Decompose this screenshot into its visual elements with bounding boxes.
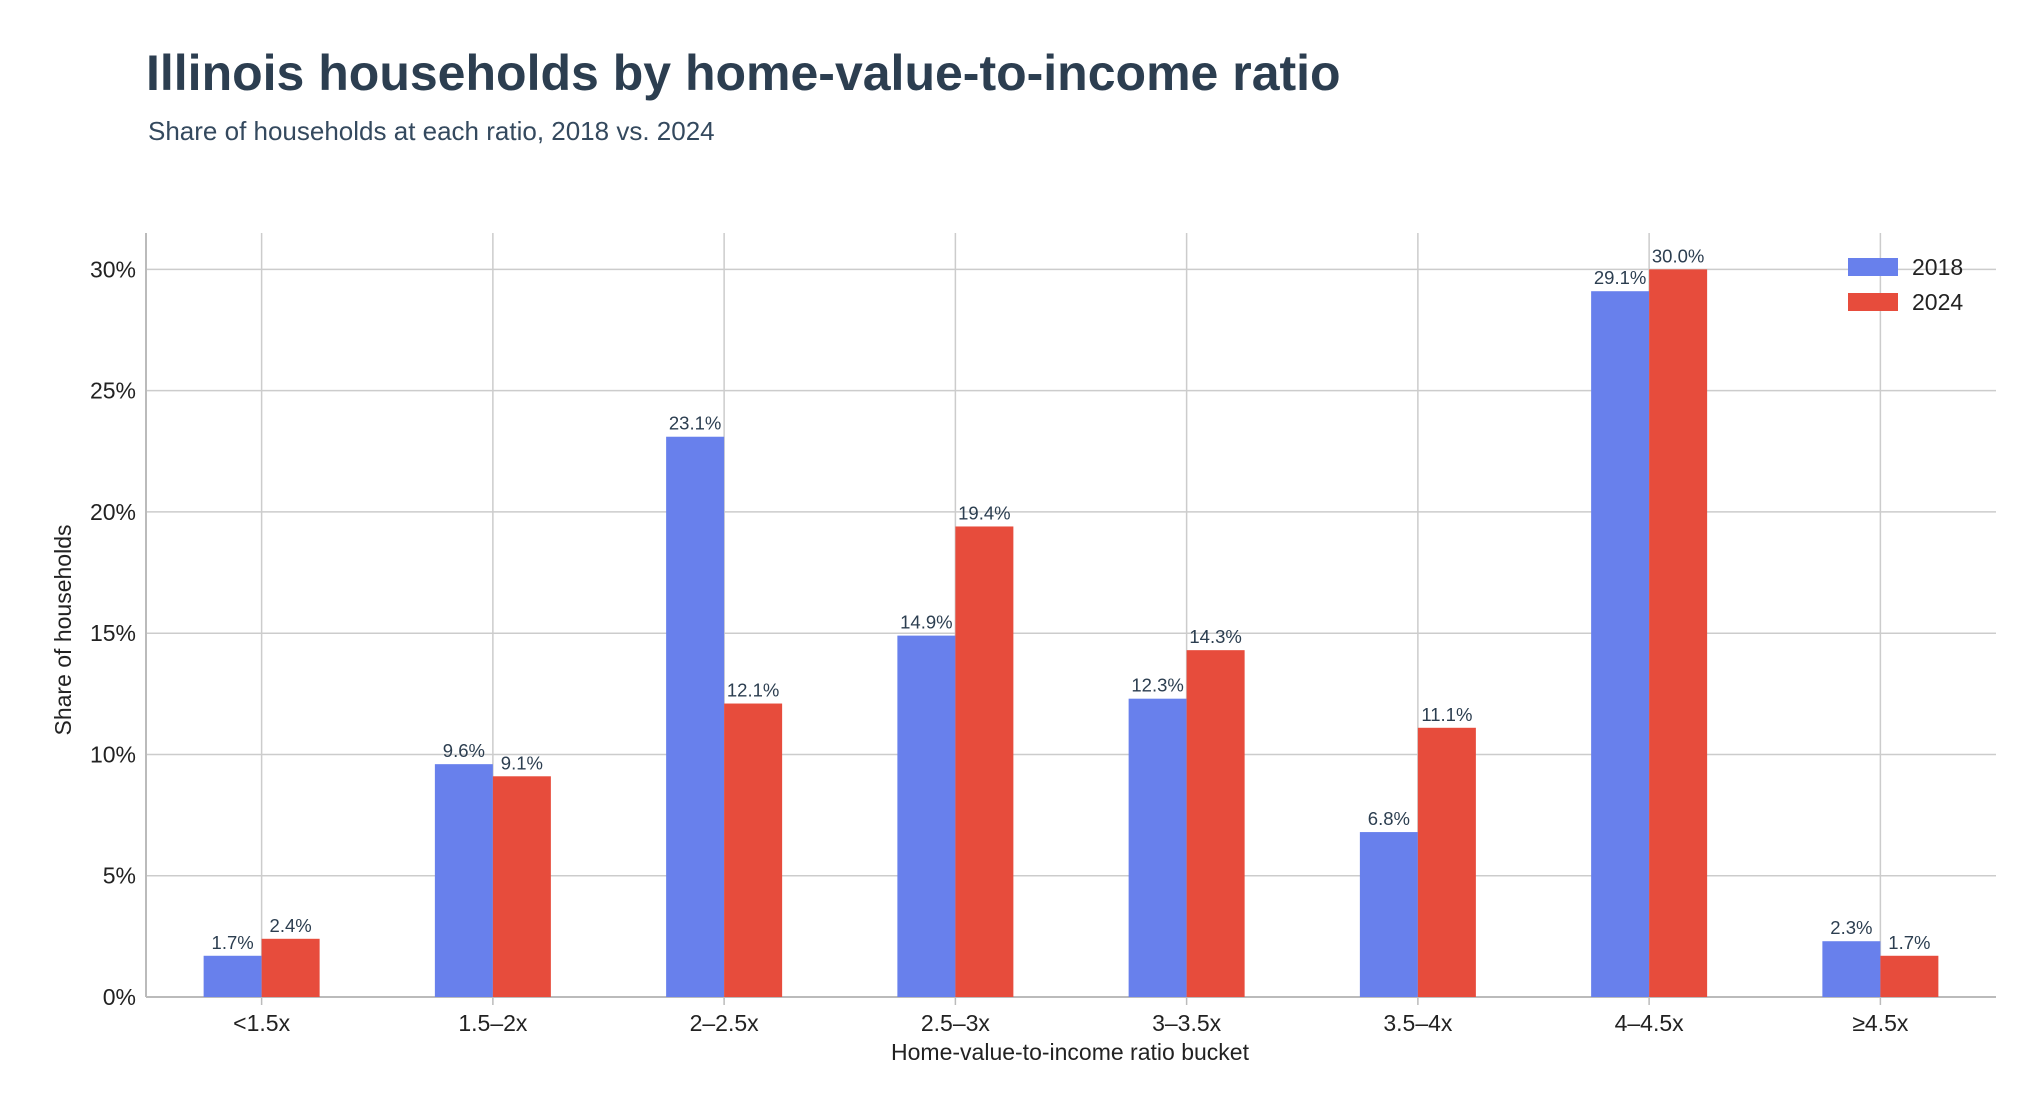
- legend-label-2018: 2018: [1912, 254, 1963, 280]
- y-tick-label: 15%: [90, 620, 136, 646]
- x-tick-label: 2.5–3x: [921, 1010, 991, 1036]
- bar-2024: [492, 776, 551, 997]
- bar-2024: [1880, 955, 1939, 997]
- x-tick-label: 1.5–2x: [458, 1010, 528, 1036]
- bar-2024: [261, 938, 320, 997]
- legend-label-2024: 2024: [1912, 289, 1963, 315]
- chart-title: Illinois households by home-value-to-inc…: [146, 45, 1341, 101]
- legend: 2018 2024: [1848, 254, 1963, 315]
- y-tick-label: 5%: [103, 863, 136, 889]
- data-label-2018: 12.3%: [1131, 675, 1183, 696]
- tick-labels: 0% 5% 10% 15% 20% 25% 30% <1.5x 1.5–2x 2–2.5x 2.5–…: [90, 256, 1909, 1036]
- data-label-2024: 12.1%: [727, 680, 779, 701]
- bar-2018: [1359, 832, 1418, 997]
- gridlines: [146, 233, 1996, 998]
- bar-2024: [1649, 269, 1708, 997]
- bar-2024: [1417, 727, 1476, 997]
- axes: [145, 233, 1996, 1005]
- y-tick-label: 20%: [90, 499, 136, 525]
- bar-2018: [1128, 698, 1187, 997]
- bar-2024: [724, 703, 783, 997]
- chart-subtitle: Share of households at each ratio, 2018 …: [148, 116, 715, 146]
- data-label-2024: 14.3%: [1189, 626, 1241, 647]
- data-label-2024: 2.4%: [270, 915, 312, 936]
- y-tick-label: 25%: [90, 378, 136, 404]
- y-tick-label: 10%: [90, 741, 136, 767]
- x-tick-label: 2–2.5x: [690, 1010, 760, 1036]
- bar-2018: [203, 955, 262, 997]
- data-label-2024: 11.1%: [1421, 704, 1472, 725]
- data-label-2024: 9.1%: [501, 752, 543, 773]
- data-label-2024: 1.7%: [1888, 932, 1930, 953]
- bar-2018: [1591, 291, 1650, 997]
- bars: [203, 269, 1939, 997]
- y-tick-label: 30%: [90, 256, 136, 282]
- bar-2018: [434, 764, 493, 997]
- bar-2018: [1822, 941, 1881, 997]
- y-tick-label: 0%: [103, 984, 136, 1010]
- x-tick-label: 3–3.5x: [1152, 1010, 1222, 1036]
- bar-2024: [955, 526, 1014, 997]
- data-label-2018: 23.1%: [669, 413, 721, 434]
- x-tick-label: 4–4.5x: [1615, 1010, 1685, 1036]
- data-label-2018: 29.1%: [1594, 267, 1646, 288]
- data-label-2018: 1.7%: [212, 932, 254, 953]
- data-label-2018: 6.8%: [1368, 808, 1410, 829]
- bar-2018: [897, 635, 956, 997]
- data-label-2024: 19.4%: [958, 502, 1010, 523]
- x-tick-label: <1.5x: [233, 1010, 290, 1036]
- data-label-2018: 2.3%: [1830, 917, 1872, 938]
- x-tick-label: 3.5–4x: [1383, 1010, 1453, 1036]
- legend-swatch-2018: [1848, 258, 1898, 276]
- y-axis-label: Share of households: [50, 525, 76, 736]
- bar-2018: [666, 436, 725, 997]
- data-label-2018: 9.6%: [443, 740, 485, 761]
- data-labels: 1.7% 9.6% 23.1% 14.9% 12.3% 6.8% 29.1% 2.3% 2.4%…: [212, 245, 1931, 952]
- data-label-2024: 30.0%: [1652, 245, 1704, 266]
- x-axis-label: Home-value-to-income ratio bucket: [891, 1039, 1250, 1065]
- bar-2024: [1186, 650, 1245, 997]
- x-tick-label: ≥4.5x: [1852, 1010, 1909, 1036]
- data-label-2018: 14.9%: [900, 612, 952, 633]
- legend-swatch-2024: [1848, 293, 1898, 311]
